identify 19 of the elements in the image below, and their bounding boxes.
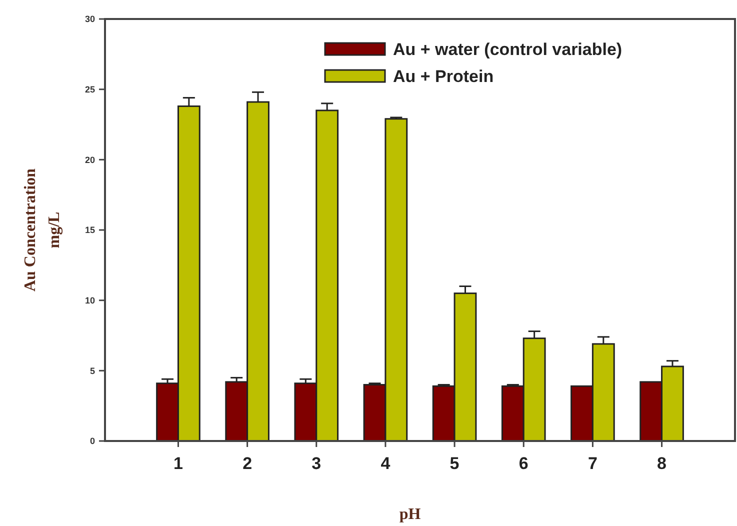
y-tick-label: 15 [84,225,95,236]
x-tick-label: 7 [588,454,598,473]
y-axis-title: Au Concentration mg/L [22,168,63,292]
legend-label: Au + water (control variable) [393,40,622,59]
y-tick-label: 0 [90,436,95,446]
x-tick-label: 8 [657,454,667,473]
y-tick-label: 5 [90,366,95,376]
x-tick-label: 2 [242,454,252,473]
y-tick-label: 30 [84,14,95,24]
x-tick-label: 6 [518,454,528,473]
legend-label: Au + Protein [393,66,494,86]
y-tick-label: 10 [84,295,95,306]
y-tick-label: 20 [84,154,95,165]
x-tick-label: 4 [380,454,391,473]
x-tick-label: 1 [173,454,183,473]
y-tick-label: 25 [84,84,95,94]
x-tick-label: 3 [312,454,322,473]
x-tick-label: 5 [450,454,460,473]
x-axis-title: pH [399,506,422,523]
